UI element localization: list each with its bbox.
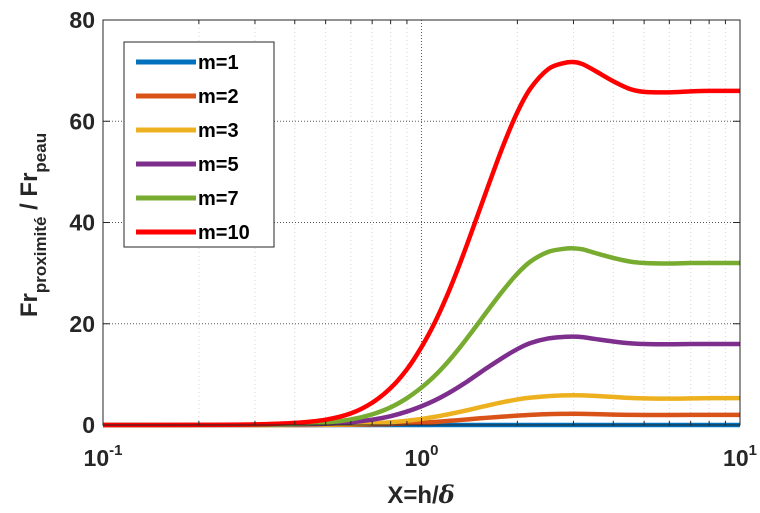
x-tick-label-exponent: -1 <box>109 442 122 459</box>
legend-box <box>123 41 275 248</box>
legend-label-m2: m=2 <box>198 86 239 108</box>
legend-items: m=1 m=2 m=3 m=5 m=7 m=10 <box>136 52 250 244</box>
x-tick-label-exponent: 0 <box>430 442 438 459</box>
series-line-m10 <box>102 59 741 428</box>
x-tick-label: 10-1 <box>84 442 123 471</box>
x-tick-label-base: 10 <box>405 445 431 471</box>
x-axis-label: X=h/δ <box>387 480 454 509</box>
legend-label-m1: m=1 <box>198 52 239 74</box>
x-tick-label: 100 <box>405 442 439 471</box>
y-tick-label: 20 <box>69 311 95 337</box>
y-tick-label: 40 <box>69 210 95 236</box>
y-tick-label: 60 <box>69 108 95 134</box>
legend: m=1 m=2 m=3 m=5 m=7 m=10 <box>123 41 275 248</box>
y-axis-label-sub1: proximité <box>31 217 50 294</box>
x-tick-label: 101 <box>723 442 757 471</box>
legend-label-m7: m=7 <box>198 188 239 210</box>
series-line-m5 <box>102 334 740 428</box>
x-tick-label-exponent: 1 <box>749 442 757 459</box>
y-tick-label: 0 <box>82 412 95 438</box>
legend-label-m5: m=5 <box>198 154 239 176</box>
x-axis-label-symbol: δ <box>438 480 455 509</box>
x-tick-label-base: 10 <box>84 445 110 471</box>
legend-label-m10: m=10 <box>198 222 250 244</box>
y-axis-label: Frproximité / Frpeau <box>16 133 50 317</box>
series-line-m7 <box>102 246 740 428</box>
y-axis-label-part1: Fr <box>16 293 43 317</box>
x-tick-label-base: 10 <box>723 445 749 471</box>
y-axis-label-sub2: peau <box>31 133 50 173</box>
x-axis-label-main: X=h/ <box>387 482 439 509</box>
axis-ticks <box>102 19 741 426</box>
y-tick-label: 80 <box>69 7 95 33</box>
legend-label-m3: m=3 <box>198 120 239 142</box>
y-axis-label-part2: / Fr <box>16 173 43 217</box>
